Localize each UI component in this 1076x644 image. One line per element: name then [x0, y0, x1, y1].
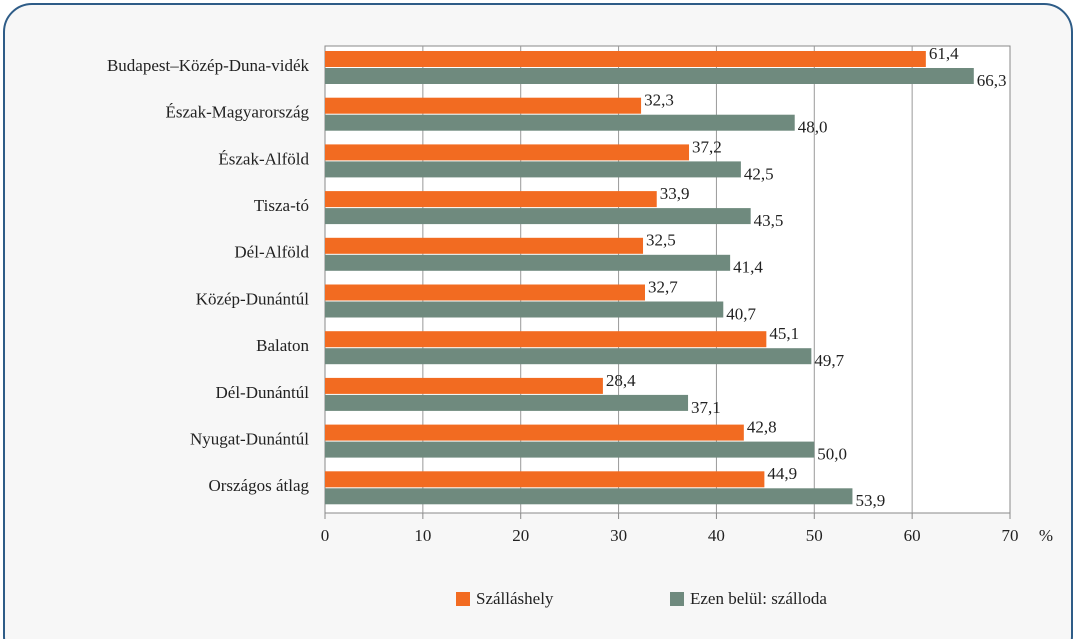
data-label: 42,8 [747, 418, 777, 437]
legend-label: Szálláshely [476, 589, 554, 608]
y-tick-label: Országos átlag [208, 476, 309, 495]
data-label: 37,1 [691, 398, 721, 417]
data-label: 42,5 [744, 164, 774, 183]
x-tick-label: 70 [1002, 526, 1019, 545]
bar [325, 331, 767, 348]
bar [325, 488, 853, 505]
x-tick-label: 60 [904, 526, 921, 545]
x-tick-label: 10 [414, 526, 431, 545]
x-tick-label: 30 [610, 526, 627, 545]
bar [325, 144, 690, 161]
data-label: 45,1 [769, 324, 799, 343]
x-axis-label: % [1039, 526, 1053, 545]
bar [325, 254, 731, 271]
legend-label: Ezen belül: szálloda [690, 589, 827, 608]
bar [325, 377, 603, 394]
bar [325, 161, 741, 178]
y-tick-label: Balaton [256, 336, 309, 355]
bar [325, 441, 815, 458]
data-label: 32,3 [644, 91, 674, 110]
bar [325, 97, 642, 114]
bar [325, 424, 744, 441]
data-label: 28,4 [606, 371, 636, 390]
bar [325, 284, 645, 301]
x-tick-label: 20 [512, 526, 529, 545]
data-label: 40,7 [726, 304, 756, 323]
x-tick-label: 0 [321, 526, 330, 545]
bar [325, 208, 751, 225]
data-label: 32,5 [646, 231, 676, 250]
y-tick-label: Közép-Dunántúl [196, 289, 310, 308]
data-label: 48,0 [798, 118, 828, 137]
y-tick-label: Észak-Magyarország [166, 103, 310, 122]
y-tick-label: Nyugat-Dunántúl [190, 430, 309, 449]
data-label: 66,3 [977, 71, 1007, 90]
bar [325, 301, 724, 318]
bar [325, 191, 657, 208]
data-label: 33,9 [660, 184, 690, 203]
bar [325, 237, 644, 254]
y-tick-label: Észak-Alföld [218, 149, 309, 168]
bar [325, 114, 795, 131]
data-label: 49,7 [814, 351, 844, 370]
data-label: 37,2 [692, 137, 722, 156]
data-label: 44,9 [767, 464, 797, 483]
legend-swatch [456, 592, 470, 606]
y-tick-label: Dél-Alföld [234, 243, 309, 262]
y-tick-label: Dél-Dunántúl [216, 383, 310, 402]
y-tick-label: Budapest–Közép-Duna-vidék [107, 56, 310, 75]
x-tick-label: 50 [806, 526, 823, 545]
bar [325, 471, 765, 488]
data-label: 32,7 [648, 277, 678, 296]
bar [325, 51, 926, 67]
x-tick-label: 40 [708, 526, 725, 545]
data-label: 41,4 [733, 258, 763, 277]
data-label: 50,0 [817, 445, 847, 464]
data-label: 61,4 [929, 44, 959, 63]
bar [325, 348, 812, 365]
bar [325, 68, 974, 84]
bar [325, 394, 689, 411]
legend-swatch [670, 592, 684, 606]
data-label: 43,5 [754, 211, 784, 230]
data-label: 53,9 [855, 491, 885, 510]
y-tick-label: Tisza-tó [254, 196, 309, 215]
